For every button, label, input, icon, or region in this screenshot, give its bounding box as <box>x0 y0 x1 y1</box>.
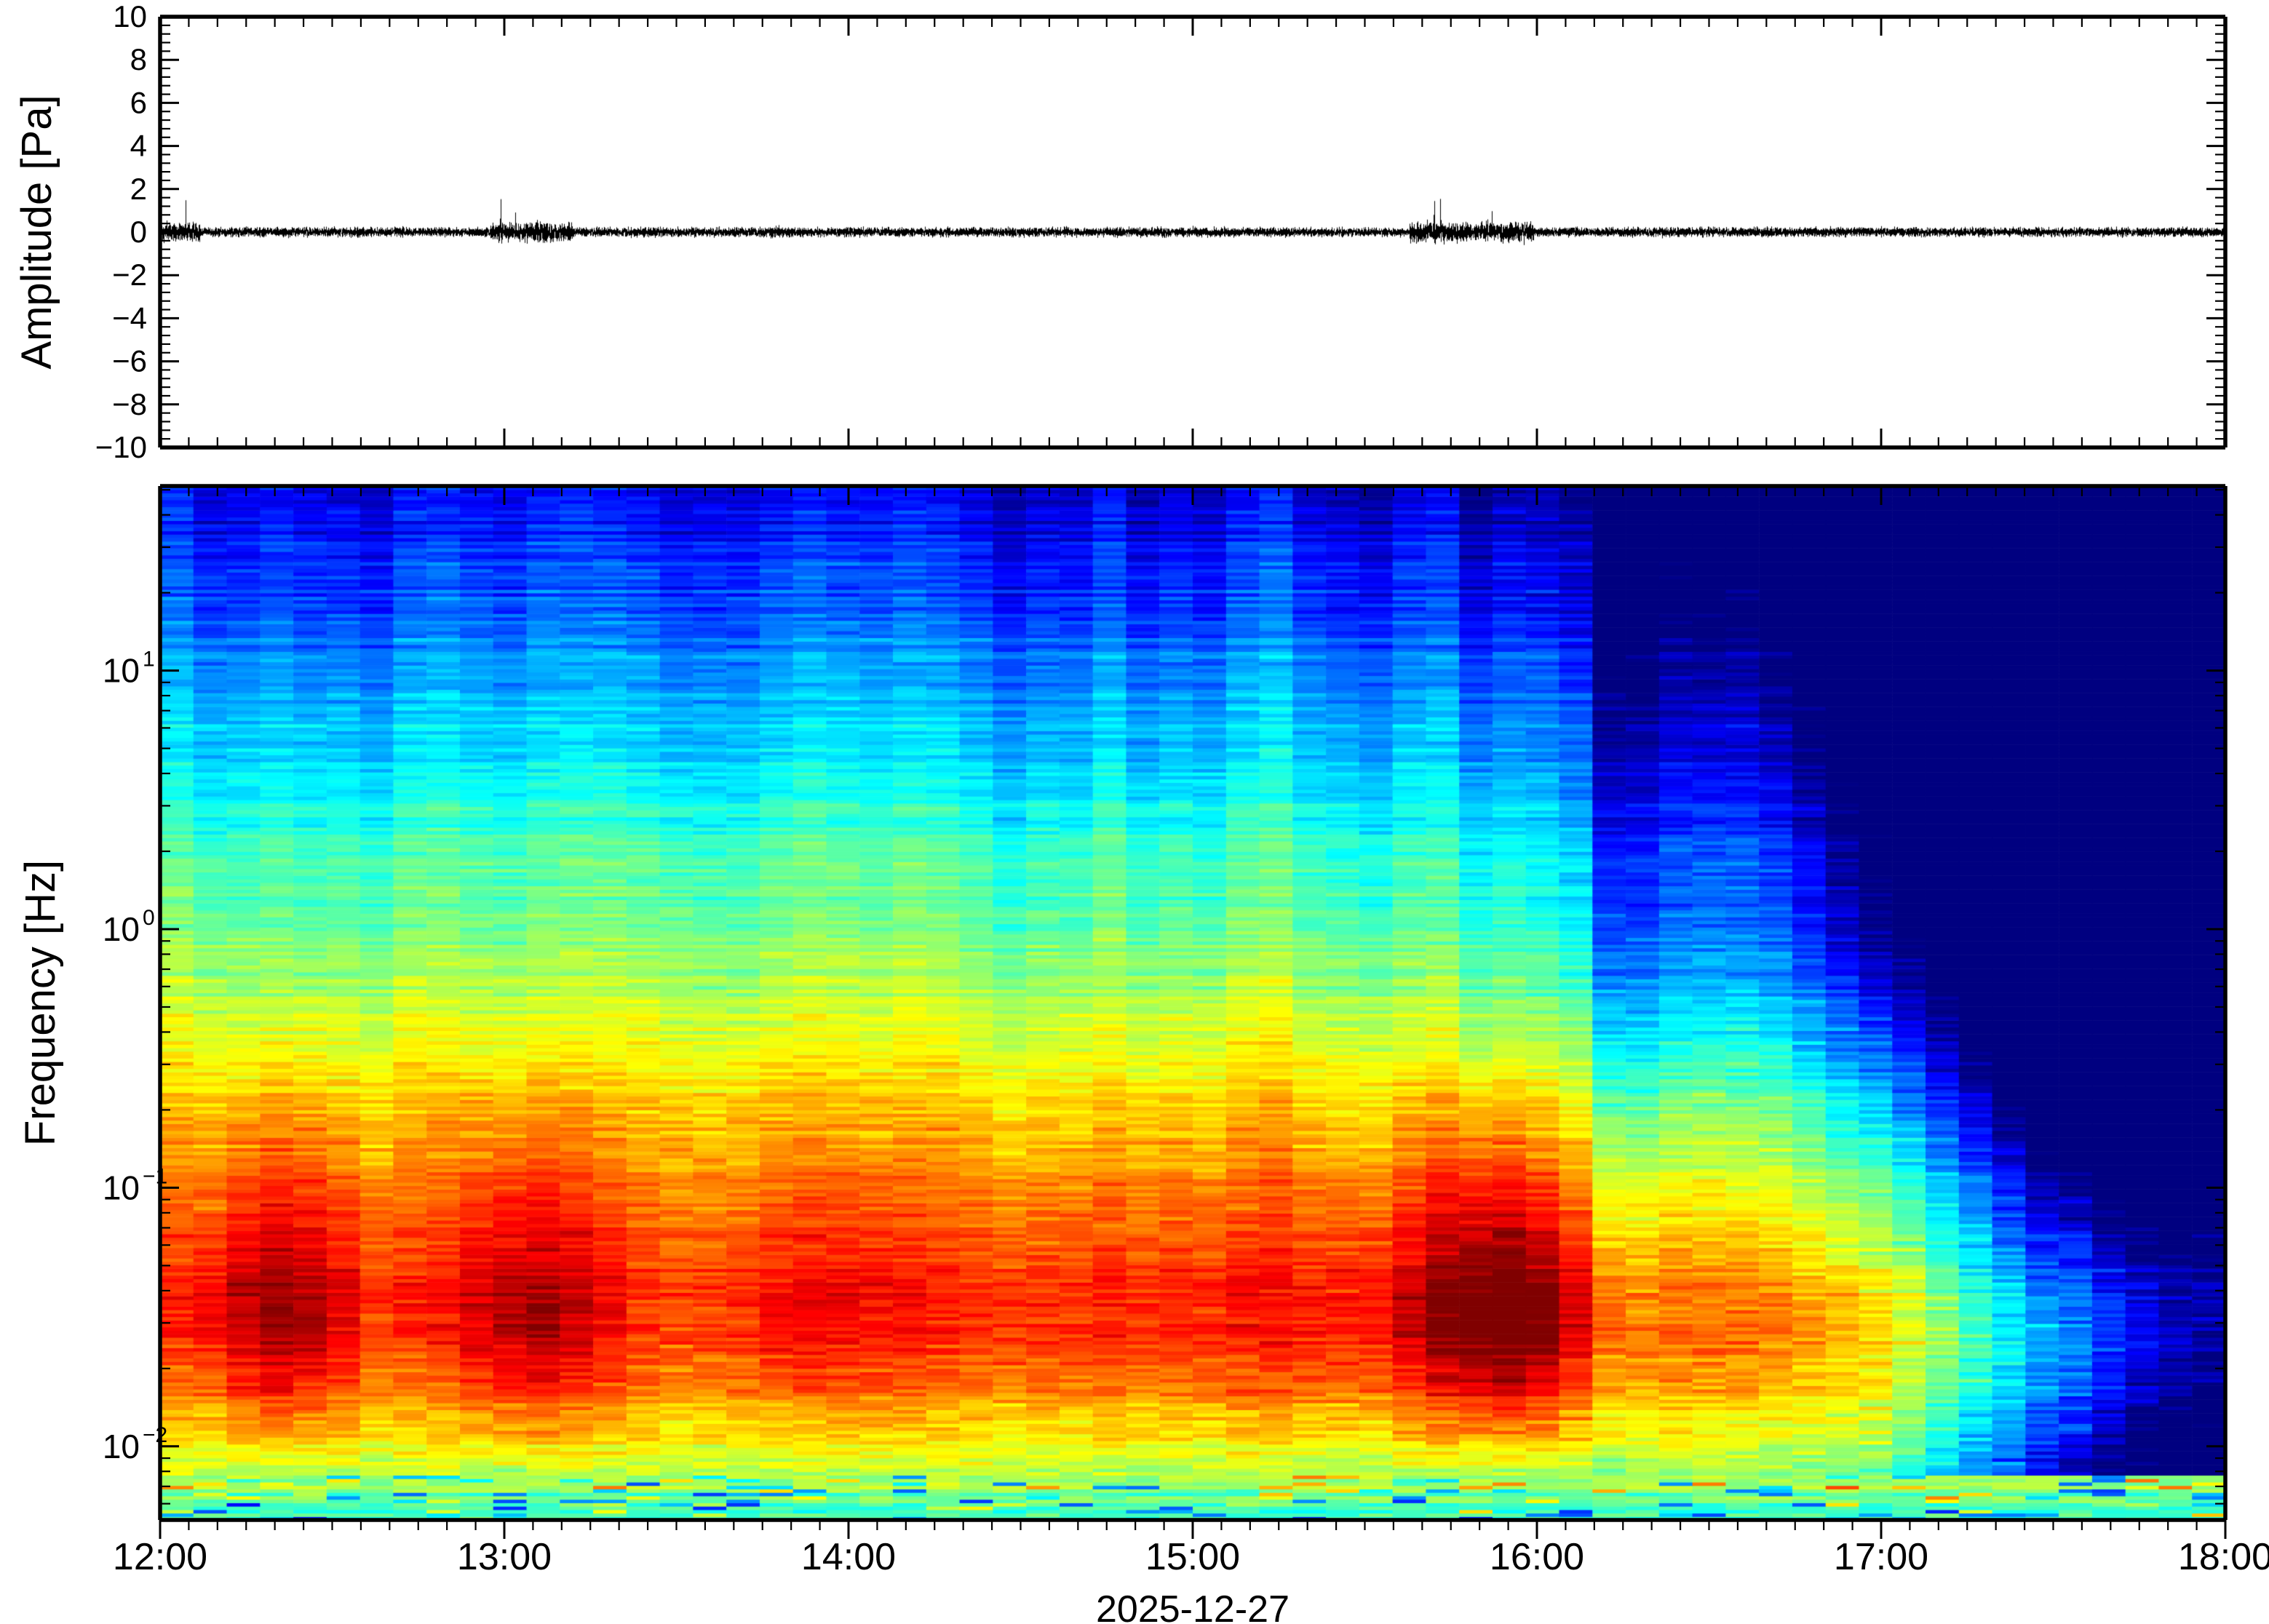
svg-text:2: 2 <box>130 172 147 206</box>
svg-text:−4: −4 <box>112 300 147 335</box>
svg-text:17:00: 17:00 <box>1834 1536 1928 1578</box>
svg-text:−6: −6 <box>112 344 147 378</box>
svg-text:12:00: 12:00 <box>113 1536 207 1578</box>
svg-text:Frequency [Hz]: Frequency [Hz] <box>17 860 64 1146</box>
svg-text:−1: −1 <box>143 1164 167 1188</box>
svg-text:16:00: 16:00 <box>1490 1536 1584 1578</box>
svg-text:14:00: 14:00 <box>801 1536 896 1578</box>
svg-text:Amplitude [Pa]: Amplitude [Pa] <box>13 95 60 369</box>
svg-text:4: 4 <box>130 129 147 163</box>
svg-text:13:00: 13:00 <box>457 1536 552 1578</box>
svg-text:−2: −2 <box>112 258 147 292</box>
svg-text:0: 0 <box>130 215 147 249</box>
svg-text:15:00: 15:00 <box>1145 1536 1240 1578</box>
svg-text:2025-12-27: 2025-12-27 <box>1096 1588 1290 1624</box>
svg-text:6: 6 <box>130 85 147 119</box>
svg-text:−2: −2 <box>143 1423 167 1447</box>
svg-text:10: 10 <box>103 1428 140 1465</box>
svg-text:0: 0 <box>143 906 155 930</box>
svg-text:−10: −10 <box>95 430 147 464</box>
svg-text:8: 8 <box>130 42 147 76</box>
svg-text:10: 10 <box>103 1169 140 1206</box>
svg-text:−8: −8 <box>112 387 147 421</box>
svg-text:1: 1 <box>143 648 155 672</box>
svg-text:10: 10 <box>103 652 140 690</box>
svg-text:10: 10 <box>113 0 147 33</box>
svg-text:18:00: 18:00 <box>2178 1536 2269 1578</box>
svg-text:10: 10 <box>103 910 140 948</box>
